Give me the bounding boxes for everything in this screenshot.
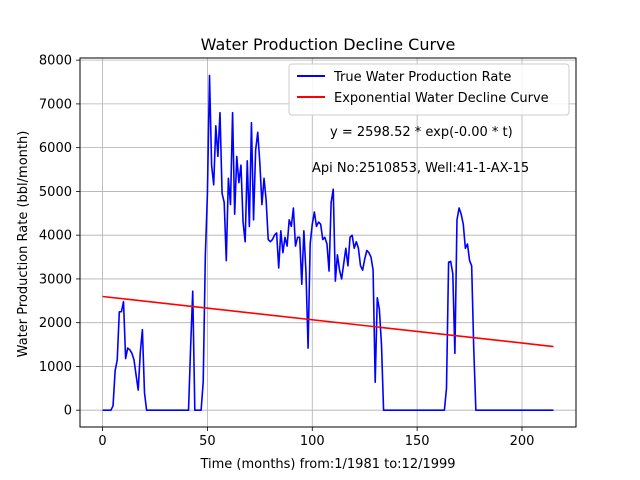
legend-label-decline-curve: Exponential Water Decline Curve <box>334 91 549 106</box>
plot-lines <box>102 74 554 411</box>
y-tick-label: 5000 <box>39 185 72 200</box>
y-tick-label: 2000 <box>39 316 72 331</box>
axis-ticks: 0 50 100 150 2000100020003000400050006000700… <box>39 54 535 449</box>
legend-label-true-rate: True Water Production Rate <box>333 70 511 85</box>
x-axis-label: Time (months) from:1/1981 to:12/1999 <box>199 457 455 472</box>
well-info-annotation: Api No:2510853, Well:41-1-AX-15 <box>312 161 529 176</box>
y-tick-label: 6000 <box>39 141 72 156</box>
y-tick-label: 7000 <box>39 97 72 112</box>
y-tick-label: 4000 <box>39 229 72 244</box>
x-tick-label: 100 <box>300 434 325 449</box>
exponential-decline-curve-line <box>102 295 554 348</box>
fit-equation-annotation: y = 2598.52 * exp(-0.00 * t) <box>330 125 513 140</box>
x-tick-label: 150 <box>405 434 430 449</box>
legend: True Water Production Rate Exponential W… <box>288 63 570 116</box>
y-tick-label: 1000 <box>39 360 72 375</box>
legend-box <box>288 63 570 116</box>
y-tick-label: 8000 <box>39 54 72 69</box>
plot-frame <box>79 57 577 428</box>
y-tick-label: 3000 <box>39 272 72 287</box>
x-tick-label: 50 <box>199 434 216 449</box>
chart-title: Water Production Decline Curve <box>201 35 456 54</box>
x-tick-label: 0 <box>98 434 106 449</box>
y-axis-label: Water Production Rate (bbl/month) <box>16 131 31 358</box>
true-water-production-rate-line <box>102 74 554 411</box>
y-tick-label: 0 <box>64 404 72 419</box>
x-tick-label: 200 <box>510 434 535 449</box>
